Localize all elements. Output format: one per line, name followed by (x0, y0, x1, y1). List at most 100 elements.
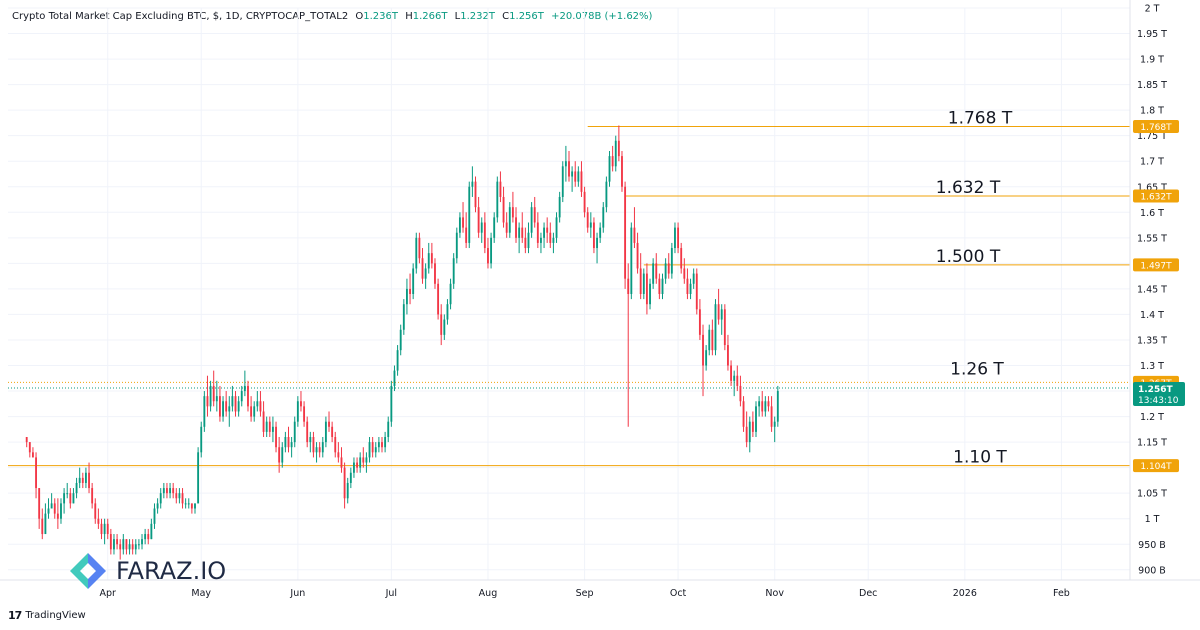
candle-body (250, 406, 253, 417)
candle-body (50, 503, 53, 509)
candle-body (658, 278, 661, 294)
candle-body (156, 503, 159, 509)
candle-body (237, 401, 240, 412)
y-tick-label: 1.85 T (1137, 80, 1167, 91)
candle-down (574, 161, 577, 187)
candle-down (381, 437, 383, 453)
candle-down (465, 212, 468, 249)
candle-down (633, 207, 636, 249)
candle-body (465, 227, 468, 243)
candle-body (253, 406, 256, 417)
candle-body (206, 396, 209, 407)
candle-body (359, 457, 362, 468)
candle-down (147, 528, 150, 545)
candle-body (315, 447, 318, 453)
candle-up (243, 370, 246, 397)
candle-body (667, 263, 670, 274)
candle-up (393, 365, 396, 392)
candle-body (483, 222, 486, 249)
candle-body (561, 166, 564, 197)
y-tick-label: 1.7 T (1140, 157, 1164, 168)
candle-up (705, 345, 708, 371)
candle-up (150, 518, 153, 540)
candle-body (200, 426, 203, 453)
candle-body (75, 482, 78, 494)
candle-body (25, 437, 28, 443)
candle-body (596, 237, 598, 249)
candle-up (390, 380, 393, 427)
candle-down (337, 442, 340, 463)
candle-down (645, 263, 648, 315)
candle-body (287, 437, 290, 448)
candle-up (228, 396, 231, 427)
candle-body (614, 140, 617, 167)
candle-up (153, 503, 156, 529)
candle-body (125, 539, 128, 550)
support-resistance-levels: 1.768 T 1.632 T 1.500 T 1.10 T 1.26 T (8, 108, 1130, 468)
candle-body (381, 442, 383, 448)
candle-body (78, 477, 81, 483)
candle-down (181, 488, 184, 509)
candle-body (733, 375, 736, 381)
candle-body (228, 406, 231, 412)
candle-up (309, 431, 312, 453)
candle-body (493, 217, 496, 238)
candle-body (490, 237, 493, 264)
candle-down (318, 442, 321, 458)
candle-down (300, 391, 302, 412)
candle-up (359, 452, 362, 473)
candle-body (306, 421, 309, 443)
x-tick-label: Jun (289, 588, 305, 599)
candle-down (166, 482, 168, 499)
candle-up (530, 202, 533, 238)
candle-down (742, 396, 745, 432)
candle-body (340, 457, 343, 468)
candle-body (505, 222, 508, 233)
candle-up (424, 263, 427, 289)
y-tick-label: 1.75 T (1137, 131, 1167, 142)
candle-up (78, 467, 81, 489)
candle-down (247, 380, 249, 412)
candle-up (197, 447, 200, 504)
candle-up (265, 416, 268, 437)
candle-body (262, 411, 265, 432)
candle-up (733, 370, 736, 397)
candle-down (343, 462, 346, 509)
candle-down (617, 125, 620, 162)
candle-body (639, 268, 642, 294)
candle-up (113, 534, 115, 555)
candle-up (661, 273, 664, 300)
candle-down (761, 391, 764, 417)
candle-body (69, 493, 72, 504)
candle-body (284, 437, 287, 448)
candle-body (530, 207, 533, 233)
candle-body (549, 232, 552, 243)
candle-down (462, 202, 464, 233)
candle-up (446, 299, 449, 325)
candle-body (430, 253, 433, 264)
candle-up (527, 222, 530, 254)
symbol-title: Crypto Total Market Cap Excluding BTC, $… (12, 11, 349, 22)
candle-up (200, 421, 203, 458)
x-tick-label: Nov (765, 588, 784, 599)
candle-up (60, 498, 62, 524)
candle-body (437, 283, 440, 315)
candle-body (84, 472, 87, 483)
y-tick-label: 900 B (1138, 565, 1166, 576)
footer: 17 TradingView (8, 609, 86, 622)
candle-body (552, 237, 555, 243)
candle-down (502, 186, 505, 228)
candle-body (661, 278, 664, 294)
low-value: 1.232T (460, 11, 495, 22)
candle-up (66, 482, 69, 499)
candle-up (748, 416, 751, 453)
candle-down (175, 488, 178, 504)
candle-body (518, 227, 521, 238)
level-price-tag (1133, 189, 1179, 203)
candle-body (368, 442, 371, 458)
candle-down (306, 416, 309, 448)
candle-body (181, 493, 184, 504)
candle-down (745, 411, 748, 448)
candle-down (53, 498, 56, 519)
